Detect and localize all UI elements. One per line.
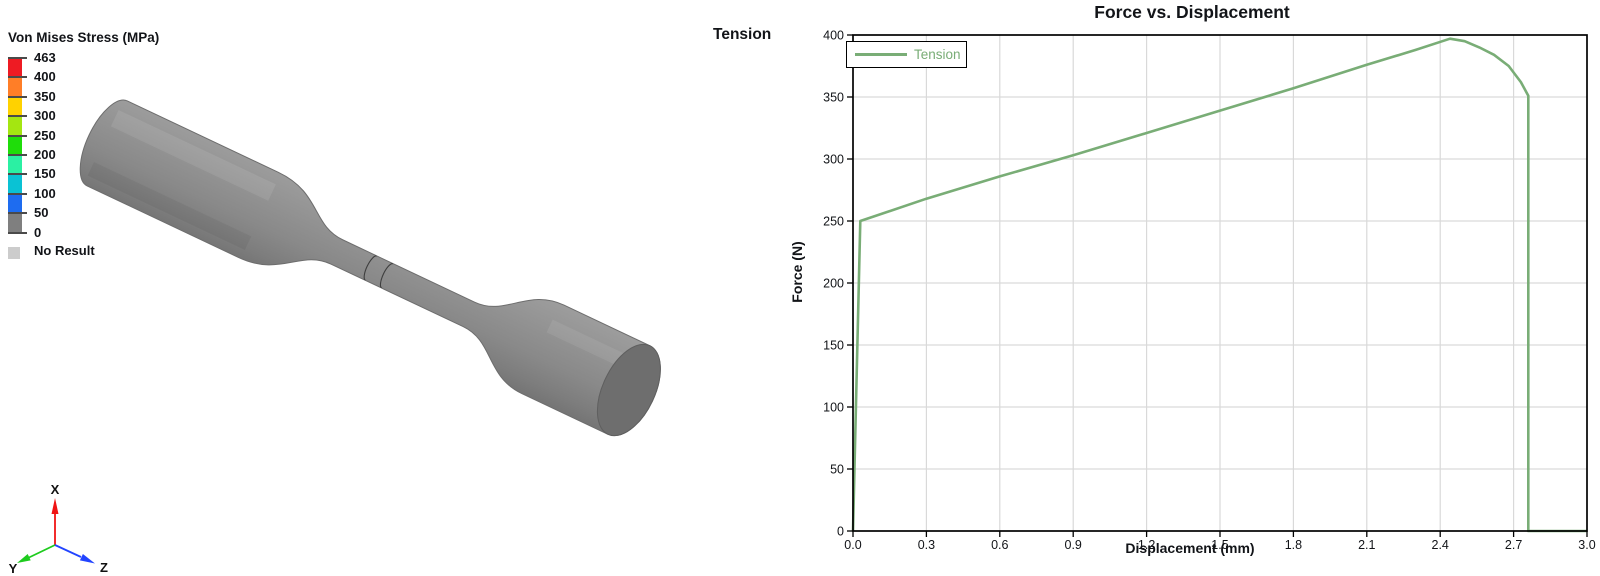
stress-legend-value: 400 <box>34 69 56 85</box>
stress-bar-segment <box>8 116 22 136</box>
stress-legend-value: 250 <box>34 127 56 143</box>
stress-color-bar <box>8 57 28 234</box>
chart-group-label: Tension <box>713 26 772 43</box>
z-axis-arrowhead <box>79 554 95 564</box>
stress-legend-value: 150 <box>34 166 56 182</box>
y-tick-label: 300 <box>823 153 844 167</box>
stress-bar-tick <box>8 231 27 234</box>
chart-plot-area[interactable]: 0.0 0.3 0.6 0.9 1.2 1.5 1.8 2.1 2.4 2.7 3.0 0 50 100 1… <box>700 0 1600 576</box>
y-axis-title: Force (N) <box>789 241 805 303</box>
chart-legend: Tension <box>846 41 967 68</box>
x-tick-label: 0.3 <box>918 538 935 552</box>
y-axis-label: Y <box>9 561 18 576</box>
y-tick-label: 250 <box>823 215 844 229</box>
x-tick-label: 2.1 <box>1358 538 1375 552</box>
stress-bar-segment <box>8 193 22 214</box>
stress-bar-tick <box>8 76 27 79</box>
stress-legend-value: 300 <box>34 108 56 124</box>
y-tick-label: 0 <box>837 525 844 539</box>
no-result-swatch <box>8 247 20 259</box>
stress-legend-value: 50 <box>34 205 49 221</box>
stress-bar-tick <box>8 212 27 215</box>
stress-legend-value: 350 <box>34 88 56 104</box>
stress-bar-tick <box>8 173 27 176</box>
stress-bar-segment <box>8 58 22 78</box>
stress-legend-value: 0 <box>34 224 42 240</box>
orientation-triad: X Y Z <box>9 482 108 576</box>
y-tick-label: 150 <box>823 339 844 353</box>
stress-bar-segment <box>8 174 22 194</box>
no-result-label: No Result <box>34 243 95 258</box>
y-tick-label: 400 <box>823 29 844 43</box>
y-tick-label: 350 <box>823 91 844 105</box>
specimen-end-face <box>596 343 661 437</box>
x-tick-label: 0.6 <box>991 538 1008 552</box>
x-tick-label: 2.4 <box>1432 538 1449 552</box>
x-tick-label: 3.0 <box>1578 538 1595 552</box>
x-axis-label: X <box>51 482 60 497</box>
x-tick-label: 1.8 <box>1285 538 1302 552</box>
stress-legend-value: 100 <box>34 185 56 201</box>
y-axis-arrowhead <box>17 554 31 563</box>
stress-bar-tick <box>8 95 27 98</box>
chart-title: Force vs. Displacement <box>1094 2 1290 22</box>
y-tick-label: 50 <box>830 463 844 477</box>
x-tick-label: 1.5 <box>1211 538 1228 552</box>
stress-bar-tick <box>8 57 27 59</box>
z-axis-label: Z <box>100 560 108 575</box>
stress-bar-segment <box>8 96 22 117</box>
stress-bar-tick <box>8 192 27 195</box>
stress-bar-tick <box>8 154 27 156</box>
stress-legend-value: 463 <box>34 50 56 65</box>
y-tick-label: 100 <box>823 401 844 415</box>
y-tick-label: 200 <box>823 277 844 291</box>
stress-bar-tick <box>8 115 27 118</box>
x-axis-title: Displacement (mm) <box>1125 540 1255 556</box>
series-line-tension <box>851 37 1587 533</box>
x-tick-label: 1.2 <box>1138 538 1155 552</box>
element-ring-line <box>379 263 394 289</box>
stress-bar-segment <box>8 77 22 97</box>
stress-bar-tick <box>8 134 27 137</box>
stress-legend-value: 200 <box>34 147 56 162</box>
legend-entry-label: Tension <box>914 47 961 62</box>
x-tick-label: 0.9 <box>1065 538 1082 552</box>
force-displacement-chart-panel: Force vs. Displacement Tension 0.0 0.3 0.6… <box>700 0 1600 576</box>
viewport-3d[interactable]: Von Mises Stress (MPa) 463 400 350 300 250 20… <box>0 0 700 576</box>
x-tick-label: 0.0 <box>844 538 861 552</box>
stress-bar-segment <box>8 213 22 233</box>
z-axis-line <box>54 544 82 558</box>
element-ring-line <box>363 255 378 281</box>
stress-bar-segment <box>8 135 22 155</box>
x-tick-label: 2.7 <box>1505 538 1522 552</box>
x-axis-arrowhead <box>51 498 59 514</box>
tensile-specimen-render[interactable] <box>0 0 700 576</box>
stress-bar-segment <box>8 154 22 175</box>
stress-legend-title: Von Mises Stress (MPa) <box>8 30 160 45</box>
y-axis-line <box>28 544 56 559</box>
legend-line-sample <box>855 52 907 57</box>
